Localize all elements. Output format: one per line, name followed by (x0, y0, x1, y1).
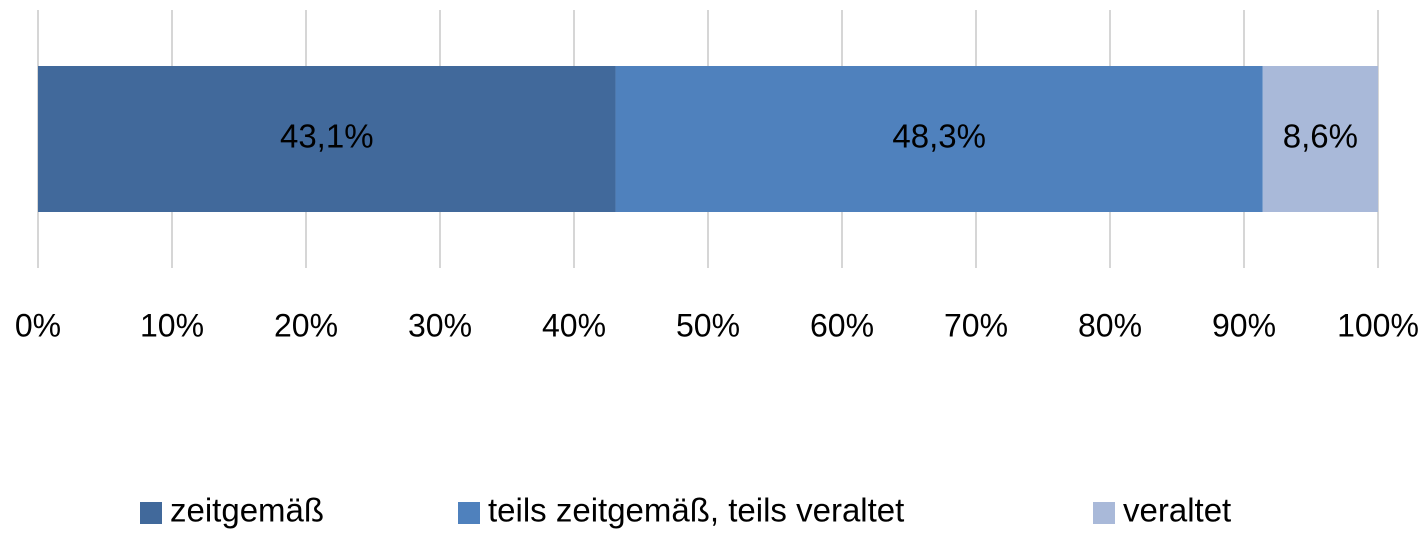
x-tick-label: 20% (274, 307, 338, 343)
legend-label: veraltet (1123, 492, 1231, 529)
x-tick-label: 70% (944, 307, 1008, 343)
x-tick-label: 50% (676, 307, 740, 343)
legend-swatch (1093, 502, 1115, 524)
bar-segment (615, 66, 1263, 212)
data-label: 43,1% (280, 118, 374, 155)
legend-label: zeitgemäß (170, 492, 324, 529)
x-tick-label: 60% (810, 307, 874, 343)
legend-label: teils zeitgemäß, teils veraltet (488, 492, 904, 529)
x-tick-label: 10% (140, 307, 204, 343)
data-label: 48,3% (892, 118, 986, 155)
data-label: 8,6% (1283, 118, 1358, 155)
x-tick-label: 100% (1337, 307, 1419, 343)
x-tick-label: 90% (1212, 307, 1276, 343)
x-tick-label: 30% (408, 307, 472, 343)
legend-swatch (140, 502, 162, 524)
bar-segment (1262, 66, 1378, 212)
x-tick-label: 0% (15, 307, 61, 343)
legend-swatch (458, 502, 480, 524)
x-tick-label: 40% (542, 307, 606, 343)
bar-segment (38, 66, 616, 212)
x-tick-label: 80% (1078, 307, 1142, 343)
